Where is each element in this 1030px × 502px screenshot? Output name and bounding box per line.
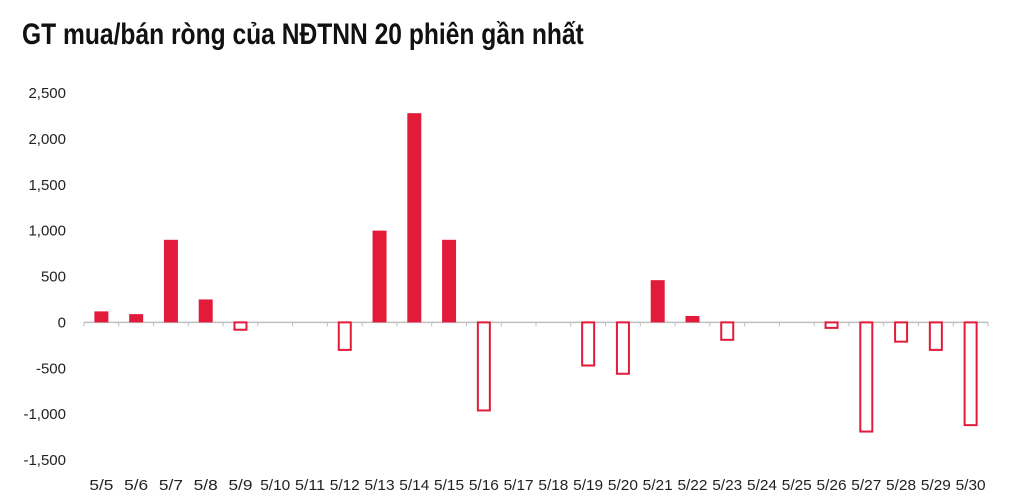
bar-positive xyxy=(685,315,700,323)
bar-negative xyxy=(928,321,943,351)
x-tick-label: 5/21 xyxy=(643,477,673,494)
bar-negative xyxy=(337,321,352,351)
y-tick-label: -1,000 xyxy=(23,406,66,423)
bar-positive xyxy=(407,113,422,323)
x-tick-label: 5/10 xyxy=(260,477,290,494)
x-tick-label: 5/12 xyxy=(330,477,360,494)
x-tick-label: 5/19 xyxy=(573,477,603,494)
y-tick-label: -500 xyxy=(36,360,66,377)
x-tick-label: 5/29 xyxy=(921,477,951,494)
x-tick-label: 5/16 xyxy=(469,477,499,494)
bar-negative xyxy=(581,321,596,367)
y-tick-label: 2,500 xyxy=(28,85,66,102)
bar-negative xyxy=(233,321,248,331)
bar-negative xyxy=(963,321,978,427)
x-tick-label: 5/18 xyxy=(538,477,568,494)
x-tick-label: 5/20 xyxy=(608,477,638,494)
x-tick-label: 5/9 xyxy=(228,477,252,494)
x-tick-label: 5/15 xyxy=(434,477,464,494)
bar-negative xyxy=(615,321,630,375)
x-tick-label: 5/14 xyxy=(399,477,429,494)
bar-negative xyxy=(894,321,909,343)
bar-negative xyxy=(720,321,735,341)
bar-negative xyxy=(476,321,491,412)
x-tick-label: 5/27 xyxy=(851,477,881,494)
y-tick-label: 500 xyxy=(41,269,66,286)
x-tick-label: 5/30 xyxy=(956,477,986,494)
x-tick-label: 5/8 xyxy=(194,477,218,494)
x-tick-label: 5/17 xyxy=(504,477,534,494)
y-tick-label: -1,500 xyxy=(23,452,66,469)
x-tick-label: 5/5 xyxy=(89,477,113,494)
y-tick-label: 1,500 xyxy=(28,177,66,194)
bar-positive xyxy=(163,239,178,323)
bar-positive xyxy=(94,311,109,323)
x-tick-label: 5/13 xyxy=(365,477,395,494)
chart-title: GT mua/bán ròng của NĐTNN 20 phiên gần n… xyxy=(22,18,584,51)
x-tick-label: 5/26 xyxy=(817,477,847,494)
y-tick-label: 0 xyxy=(58,314,66,331)
x-tick-label: 5/25 xyxy=(782,477,812,494)
x-tick-label: 5/28 xyxy=(886,477,916,494)
x-tick-label: 5/7 xyxy=(159,477,183,494)
bar-positive xyxy=(650,280,665,323)
bar-negative xyxy=(859,321,874,433)
x-tick-label: 5/11 xyxy=(295,477,325,494)
bar-positive xyxy=(129,314,144,323)
y-tick-label: 1,000 xyxy=(28,223,66,240)
x-tick-label: 5/24 xyxy=(747,477,777,494)
y-tick-label: 2,000 xyxy=(28,131,66,148)
x-tick-label: 5/22 xyxy=(677,477,707,494)
x-tick-label: 5/23 xyxy=(712,477,742,494)
bar-positive xyxy=(198,299,213,323)
x-tick-label: 5/6 xyxy=(124,477,148,494)
bar-negative xyxy=(824,321,839,329)
bar-positive xyxy=(442,239,457,323)
bar-positive xyxy=(372,230,387,323)
